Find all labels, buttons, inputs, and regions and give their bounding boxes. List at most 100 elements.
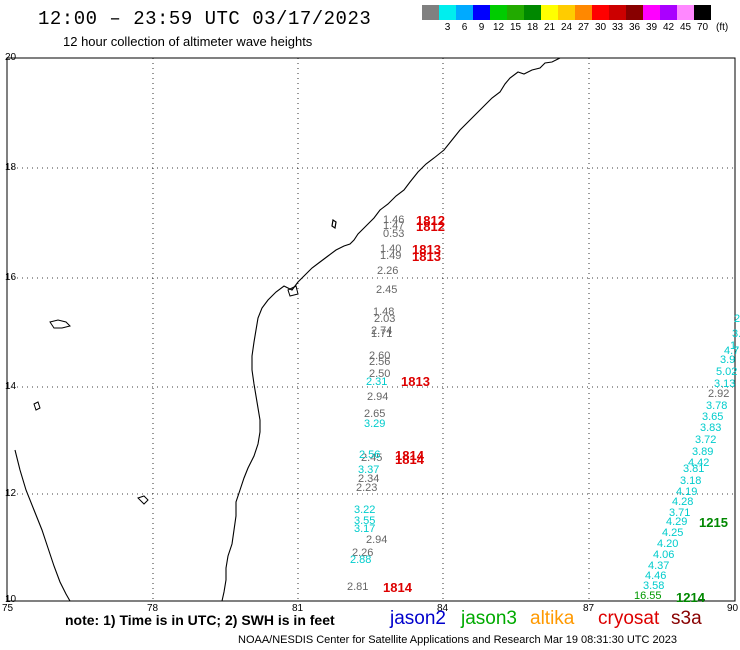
wave-height-value: 4.29	[666, 516, 688, 528]
legend-s3a: s3a	[671, 608, 702, 629]
wave-height-value: 1.40	[380, 243, 402, 255]
wave-height-value: 3.29	[364, 418, 386, 430]
colorbar-swatch	[507, 5, 524, 20]
colorbar-swatch	[592, 5, 609, 20]
colorbar-swatch	[558, 5, 575, 20]
wave-height-value: 2.60	[369, 350, 391, 362]
wave-height-value: 2.56	[369, 356, 391, 368]
wave-height-value: 2.26	[377, 265, 399, 277]
colorbar-swatch	[490, 5, 507, 20]
colorbar-swatch	[643, 5, 660, 20]
colorbar-swatch	[609, 5, 626, 20]
colorbar-label: 21	[543, 22, 556, 33]
colorbar-label: 42	[662, 22, 675, 33]
wave-height-value: 1.49	[380, 250, 402, 262]
legend-altika: altika	[530, 608, 575, 629]
wave-height-value: 4.42	[688, 457, 710, 469]
wave-height-value: 3.81	[683, 463, 705, 475]
colorbar-label: 12	[492, 22, 505, 33]
island	[49, 319, 71, 329]
colorbar-label: 27	[577, 22, 590, 33]
west-coastline	[14, 449, 71, 602]
lon-label: 75	[2, 603, 14, 614]
island	[137, 495, 149, 505]
lon-label: 78	[147, 603, 159, 614]
wave-height-value: 3.58	[643, 580, 665, 592]
grid-lines	[7, 58, 735, 601]
wave-height-value: 3.71	[669, 507, 691, 519]
lat-label: 14	[5, 381, 17, 392]
wave-height-value: 3.13	[714, 378, 736, 390]
island	[287, 285, 299, 297]
lon-label: 81	[292, 603, 304, 614]
legend-cryosat: cryosat	[598, 608, 660, 629]
wave-height-value: 2.26	[352, 547, 374, 559]
pass-id-label: 1215	[699, 515, 728, 530]
wave-height-value: 2.45	[361, 452, 383, 464]
legend-jason2: jason2	[390, 608, 446, 629]
colorbar-swatch	[422, 5, 439, 20]
india-coastline	[221, 57, 561, 602]
wave-height-value: 2.65	[364, 408, 386, 420]
lat-label: 10	[5, 594, 17, 605]
wave-height-value: 3.78	[706, 400, 728, 412]
wave-height-value: 3.37	[358, 464, 380, 476]
colorbar-swatch	[456, 5, 473, 20]
colorbar-label: 24	[560, 22, 573, 33]
colorbar-swatch	[626, 5, 643, 20]
map-frame	[6, 57, 736, 602]
pass-id-label: 1813	[412, 249, 441, 264]
colorbar-labels: 3 6 9 12 15 18 21 24 27 30 33 36 39 42 45 70	[422, 22, 711, 33]
lon-label: 87	[583, 603, 595, 614]
wave-height-value: 3.17	[354, 523, 376, 535]
lat-label: 16	[5, 272, 17, 283]
wave-height-value: 2.81	[347, 581, 369, 593]
wave-height-value: 4.25	[662, 527, 684, 539]
wave-height-value: 4.28	[672, 496, 694, 508]
lon-label: 84	[437, 603, 449, 614]
pass-id-label: 1812	[416, 213, 445, 228]
wave-height-value: 3.22	[354, 504, 376, 516]
pass-id-label: 1814	[395, 452, 424, 467]
wave-height-value: 2.34	[358, 473, 380, 485]
wave-height-value: 3.72	[695, 434, 717, 446]
island	[33, 401, 41, 411]
wave-height-value: 16.55	[634, 590, 662, 602]
wave-height-value: 2.45	[376, 284, 398, 296]
colorbar-label: 18	[526, 22, 539, 33]
colorbar-swatch	[660, 5, 677, 20]
lat-label: 18	[5, 162, 17, 173]
colorbar-label: 30	[594, 22, 607, 33]
wave-height-value: 3.	[732, 328, 740, 340]
colorbar-unit: (ft)	[716, 22, 729, 33]
pass-id-label: 1813	[412, 242, 441, 257]
pass-id-label: 1812	[416, 219, 445, 234]
wave-height-value: 1.	[730, 340, 740, 352]
island	[331, 218, 337, 230]
colorbar-swatch	[524, 5, 541, 20]
wave-height-value: 3.9	[720, 354, 736, 366]
wave-height-value: 5.02	[716, 366, 738, 378]
wave-height-value: 2.88	[350, 554, 372, 566]
colorbar-label: 15	[509, 22, 522, 33]
wave-height-value: 1.47	[383, 220, 405, 232]
units-note: note: 1) Time is in UTC; 2) SWH is in fe…	[65, 612, 335, 628]
colorbar-swatch	[541, 5, 558, 20]
colorbar-label: 33	[611, 22, 624, 33]
colorbar-label: 6	[461, 22, 468, 33]
lat-label: 12	[5, 488, 17, 499]
legend-jason3: jason3	[461, 608, 517, 629]
colorbar-swatch	[677, 5, 694, 20]
wave-height-value: 4.06	[653, 549, 675, 561]
wave-height-value: 2.31	[366, 376, 388, 388]
wave-height-value: 2.50	[369, 368, 391, 380]
wave-height-value: 4.46	[645, 570, 667, 582]
wave-height-value: 3.89	[692, 446, 714, 458]
wave-height-value: 4.20	[657, 538, 679, 550]
wave-height-value: 1.46	[383, 214, 405, 226]
wave-height-value: 2.	[734, 313, 740, 325]
colorbar-label: 9	[478, 22, 485, 33]
wave-height-value: 2.56	[359, 449, 381, 461]
wave-height-value: 2.03	[374, 313, 396, 325]
